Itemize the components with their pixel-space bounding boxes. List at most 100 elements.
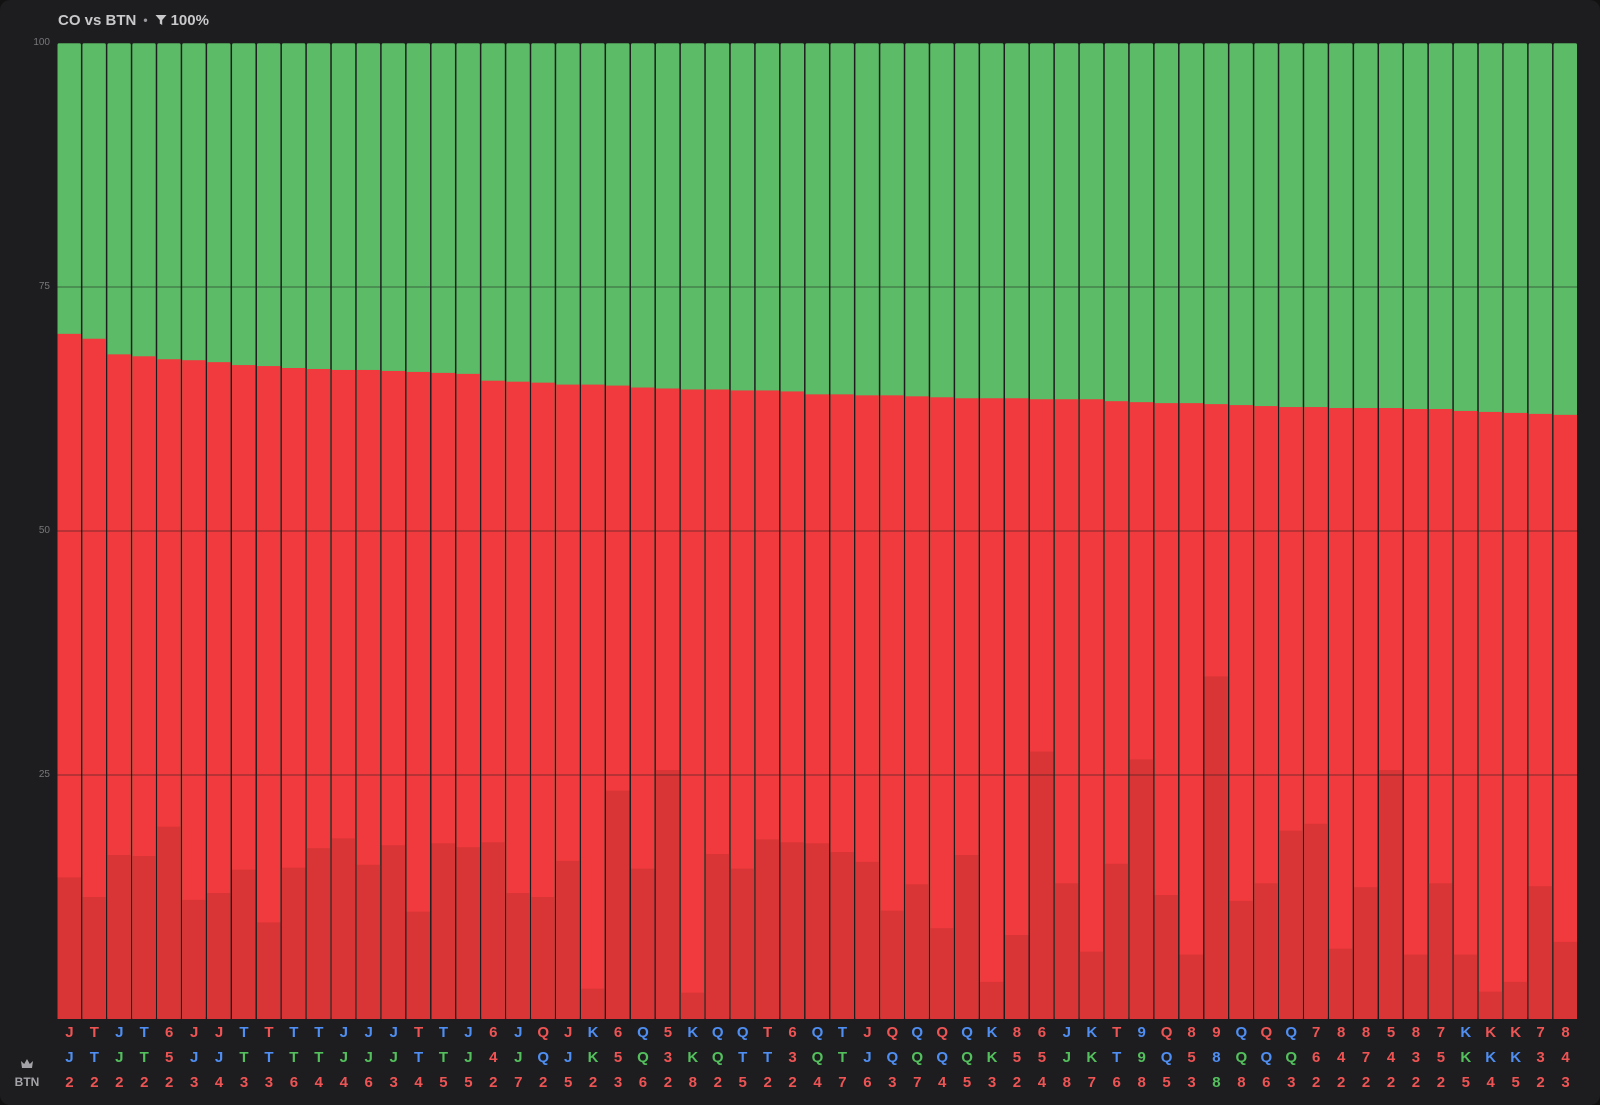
bar-darkred-30	[805, 843, 829, 1019]
bar-red-44	[1154, 403, 1179, 1019]
position-label: BTN	[14, 1075, 40, 1089]
bar-red-25	[680, 389, 705, 1020]
bar-darkred-52	[1354, 887, 1378, 1019]
bar-darkred-37	[980, 981, 1004, 1019]
bar-darkred-39	[1029, 751, 1054, 1019]
bar-darkred-21	[581, 988, 605, 1019]
y-tick-label: 50	[38, 525, 50, 536]
bar-darkred-29	[780, 842, 805, 1019]
chart-header: CO vs BTN • 100%	[58, 10, 209, 30]
bar-red-48	[1254, 406, 1278, 1019]
filter-icon	[155, 15, 167, 25]
bar-darkred-54	[1403, 954, 1428, 1019]
bar-darkred-19	[531, 897, 555, 1019]
bar-darkred-55	[1428, 883, 1453, 1019]
bar-darkred-48	[1254, 883, 1278, 1019]
bar-red-5	[182, 360, 206, 1019]
bar-red-51	[1329, 408, 1353, 1019]
bar-red-35	[930, 397, 954, 1020]
bar-darkred-5	[182, 899, 206, 1019]
bar-darkred-15	[431, 843, 455, 1019]
bar-darkred-18	[506, 893, 530, 1019]
bar-darkred-24	[655, 770, 680, 1019]
bar-darkred-34	[905, 884, 929, 1019]
bar-darkred-28	[755, 839, 780, 1019]
bar-red-58	[1503, 412, 1528, 1019]
bar-darkred-14	[406, 911, 431, 1019]
bar-darkred-49	[1279, 830, 1303, 1019]
bar-red-23	[630, 387, 655, 1019]
bar-red-56	[1453, 410, 1478, 1019]
bar-darkred-38	[1005, 935, 1029, 1019]
bar-red-45	[1179, 403, 1203, 1019]
bar-darkred-60	[1553, 941, 1577, 1019]
bar-darkred-51	[1329, 948, 1353, 1019]
bar-red-34	[905, 396, 929, 1019]
bar-darkred-20	[556, 860, 580, 1019]
bar-red-8	[256, 366, 281, 1019]
bar-darkred-42	[1104, 863, 1129, 1019]
bar-darkred-58	[1503, 981, 1528, 1019]
bar-red-52	[1354, 408, 1378, 1019]
bar-red-54	[1403, 409, 1428, 1019]
bar-red-38	[1005, 398, 1029, 1019]
bar-red-19	[531, 382, 555, 1019]
bar-red-14	[406, 371, 431, 1019]
bar-darkred-7	[232, 869, 256, 1019]
crown-icon	[21, 1059, 33, 1068]
bar-darkred-45	[1179, 954, 1203, 1019]
bar-darkred-13	[381, 845, 406, 1019]
y-tick-label: 100	[33, 37, 50, 48]
bar-darkred-26	[705, 854, 730, 1019]
bar-darkred-31	[830, 852, 854, 1019]
y-tick-label: 75	[38, 281, 50, 292]
bar-red-47	[1229, 405, 1253, 1019]
bar-red-60	[1553, 414, 1577, 1020]
bar-red-0	[57, 333, 81, 1019]
bar-darkred-4	[157, 826, 181, 1019]
bar-darkred-47	[1229, 900, 1253, 1019]
bar-darkred-25	[680, 992, 705, 1019]
bar-darkred-40	[1054, 883, 1079, 1019]
bar-darkred-46	[1204, 676, 1228, 1019]
bar-darkred-8	[256, 922, 281, 1019]
bar-red-27	[730, 390, 755, 1019]
bar-darkred-43	[1129, 759, 1154, 1019]
bar-red-41	[1079, 399, 1104, 1019]
bar-darkred-57	[1478, 991, 1503, 1019]
bar-darkred-22	[606, 790, 630, 1019]
bar-red-6	[207, 362, 231, 1020]
bar-darkred-10	[306, 848, 331, 1019]
bar-darkred-27	[730, 868, 755, 1019]
bar-darkred-3	[132, 856, 156, 1019]
bar-darkred-23	[630, 868, 655, 1019]
bar-darkred-44	[1154, 895, 1179, 1019]
bar-darkred-33	[880, 910, 904, 1019]
bar-red-59	[1528, 413, 1553, 1019]
bar-darkred-53	[1379, 770, 1403, 1019]
bar-darkred-36	[955, 855, 979, 1019]
bar-red-7	[232, 365, 256, 1020]
matchup-title: CO vs BTN	[58, 11, 137, 29]
bar-darkred-2	[107, 855, 131, 1019]
bar-red-20	[556, 384, 580, 1020]
bar-darkred-17	[481, 842, 505, 1019]
title-separator: •	[143, 13, 148, 27]
bar-red-12	[356, 369, 381, 1020]
bar-darkred-9	[281, 867, 306, 1019]
filter-control[interactable]: 100%	[155, 12, 209, 29]
bar-red-3	[132, 356, 156, 1019]
bar-darkred-12	[356, 864, 381, 1019]
bar-darkred-41	[1079, 951, 1104, 1019]
bar-darkred-35	[930, 928, 954, 1019]
bar-darkred-11	[331, 838, 356, 1019]
bar-darkred-1	[82, 897, 106, 1019]
bar-darkred-59	[1528, 886, 1553, 1019]
bar-red-40	[1054, 399, 1079, 1019]
bar-darkred-6	[207, 893, 231, 1019]
bar-red-55	[1428, 409, 1453, 1019]
bar-darkred-56	[1453, 954, 1478, 1019]
bar-darkred-50	[1304, 823, 1328, 1019]
